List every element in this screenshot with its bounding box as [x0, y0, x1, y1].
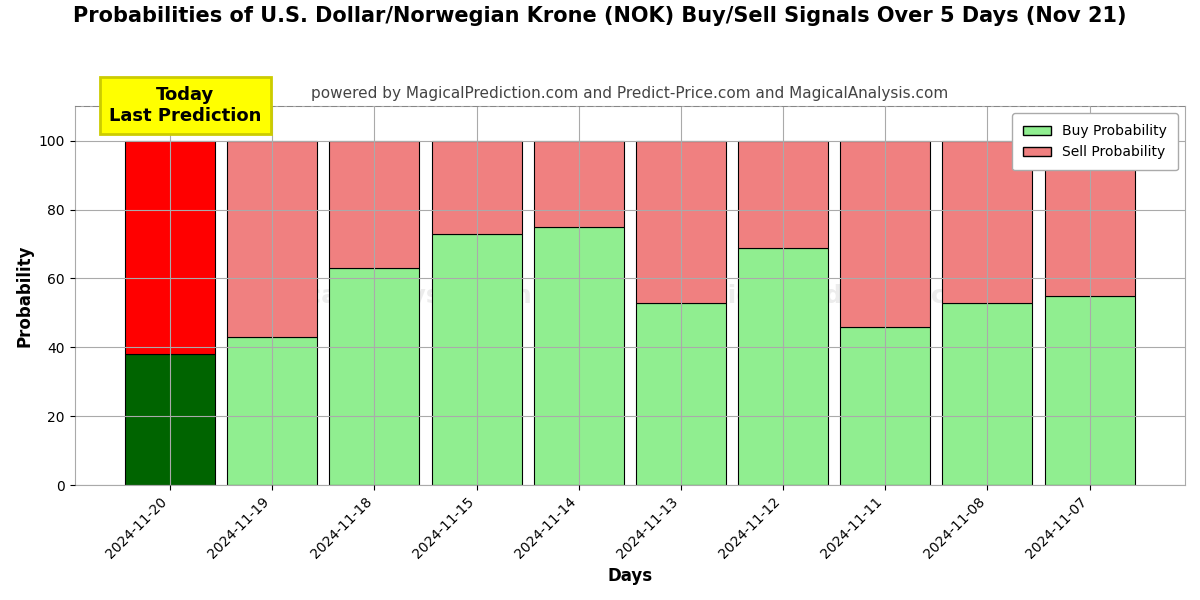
- Bar: [125, 354, 215, 485]
- Text: Probabilities of U.S. Dollar/Norwegian Krone (NOK) Buy/Sell Signals Over 5 Days : Probabilities of U.S. Dollar/Norwegian K…: [73, 6, 1127, 26]
- Bar: [125, 141, 215, 354]
- Bar: [227, 337, 317, 485]
- Bar: [840, 326, 930, 485]
- Bar: [636, 302, 726, 485]
- Bar: [942, 141, 1032, 302]
- Text: Today
Last Prediction: Today Last Prediction: [109, 86, 262, 125]
- Y-axis label: Probability: Probability: [16, 244, 34, 347]
- Bar: [227, 141, 317, 337]
- Bar: [1045, 141, 1134, 296]
- Bar: [738, 141, 828, 248]
- Bar: [432, 234, 522, 485]
- Bar: [840, 141, 930, 326]
- Bar: [738, 248, 828, 485]
- Text: MagicalAnalysis.com: MagicalAnalysis.com: [239, 284, 533, 308]
- X-axis label: Days: Days: [607, 567, 653, 585]
- Legend: Buy Probability, Sell Probability: Buy Probability, Sell Probability: [1012, 113, 1178, 170]
- Bar: [1045, 296, 1134, 485]
- Bar: [432, 141, 522, 234]
- Bar: [330, 268, 419, 485]
- Title: powered by MagicalPrediction.com and Predict-Price.com and MagicalAnalysis.com: powered by MagicalPrediction.com and Pre…: [311, 86, 948, 101]
- Bar: [534, 227, 624, 485]
- Bar: [534, 141, 624, 227]
- Bar: [942, 302, 1032, 485]
- Bar: [636, 141, 726, 302]
- Text: MagicalPrediction.com: MagicalPrediction.com: [670, 284, 990, 308]
- Bar: [330, 141, 419, 268]
